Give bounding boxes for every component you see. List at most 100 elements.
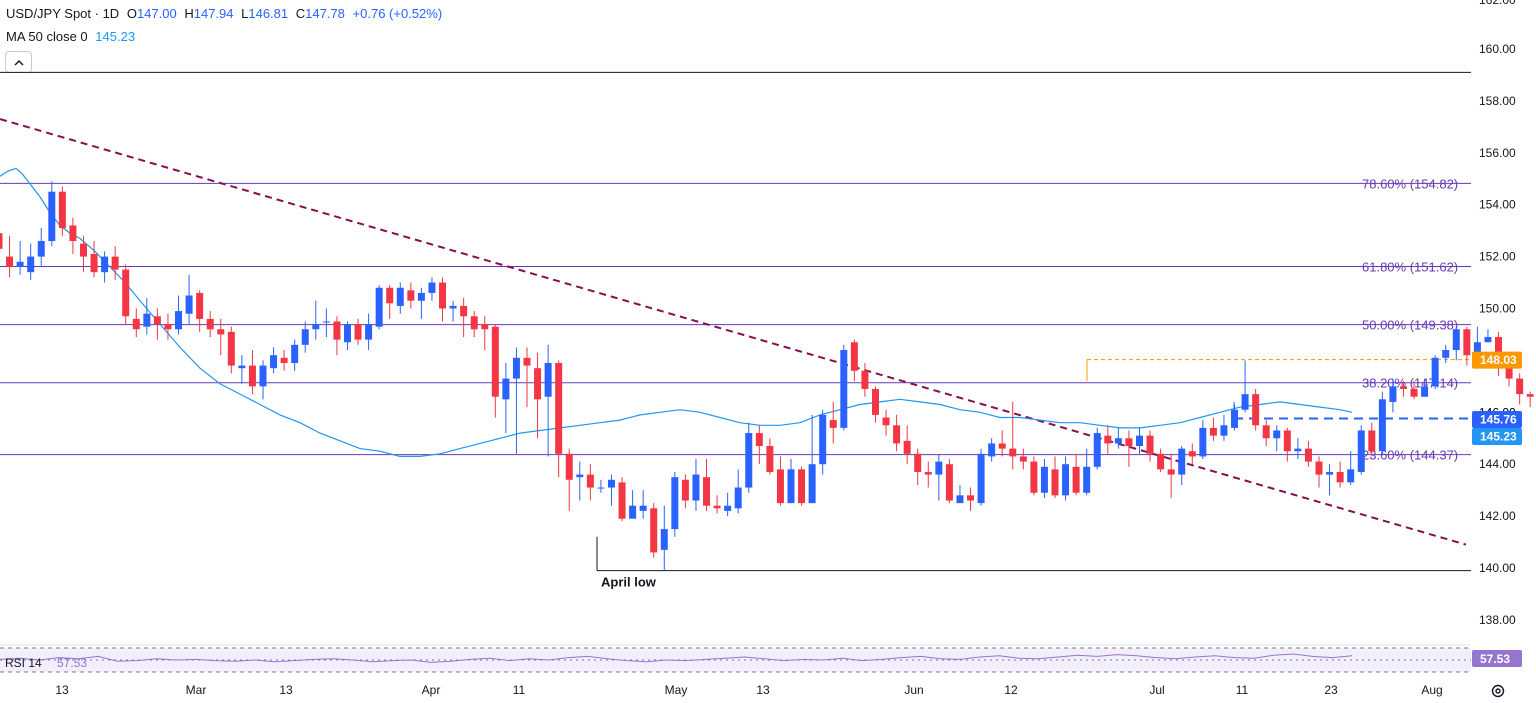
candle-body [945,464,953,501]
y-tick-label: 138.00 [1479,613,1516,627]
candle-body [1421,386,1429,397]
x-tick-label: Aug [1421,683,1442,697]
candle-body [101,256,109,273]
candle-body [882,417,890,426]
candle-body [734,487,742,509]
candle-body [111,256,119,270]
candle-body [1315,461,1323,475]
candle-body [291,344,299,363]
candle-body [417,292,425,301]
candle-body [914,453,922,472]
candle-body [396,287,404,306]
candle-body [1357,430,1365,472]
candle-body [1389,386,1397,402]
high-label: H [184,6,194,21]
candle-body [27,256,35,273]
chevron-up-icon [14,59,23,65]
candle-body [217,329,225,335]
y-tick-label: 140.00 [1479,561,1516,575]
candle-body [491,326,499,397]
candle-body [132,318,140,330]
rsi-band [0,648,1471,672]
candle-body [259,365,267,387]
candle-body [1104,435,1112,444]
candle-body [1040,466,1048,493]
fib-level-label: 50.00% (149.38) [1362,318,1458,333]
candle-body [354,324,362,340]
ma-value: 145.23 [95,29,136,44]
candle-body [1188,451,1196,457]
y-tick-label: 144.00 [1479,457,1516,471]
y-tick-label: 162.00 [1479,0,1516,7]
x-tick-label: 11 [1236,683,1249,697]
candle-body [819,414,827,465]
close-label: C [295,6,306,21]
x-tick-label: 11 [513,683,526,697]
candle-body [301,329,309,345]
x-tick-label: Apr [422,683,441,697]
x-tick-label: May [665,683,688,697]
candle-body [375,287,383,327]
candle-body [365,324,373,340]
candle-body [956,495,964,504]
candle-body [386,287,394,304]
price-tag-label: 145.76 [1480,413,1517,427]
candle-body [90,254,98,273]
candle-body [660,529,668,550]
candle-body [1062,464,1070,496]
candle-body [1336,471,1344,483]
y-tick-label: 156.00 [1479,146,1516,160]
candle-body [555,362,563,454]
fib-level-label: 38.20% (147.14) [1362,376,1458,391]
candle-body [1347,469,1355,483]
candle-body [1273,430,1281,439]
candle-body [724,505,732,511]
price-tag-label: 148.03 [1480,353,1517,367]
candle-body [903,440,911,454]
april-low-label: April low [601,575,657,590]
candle-body [1009,448,1017,457]
rsi-value: 57.53 [57,656,87,670]
candle-body [755,433,763,447]
candle-body [206,318,214,330]
descending-trendline [0,118,1467,546]
candle-body [153,316,161,325]
x-tick-label: Mar [186,683,207,697]
candle-body [312,324,320,330]
candle-body [439,282,447,309]
candle-body [16,261,24,267]
candle-body [1378,399,1386,452]
y-tick-label: 158.00 [1479,94,1516,108]
candle-body [776,469,784,504]
candle-body [681,479,689,501]
candle-body [787,469,795,504]
y-tick-label: 154.00 [1479,198,1516,212]
candle-body [1178,448,1186,475]
y-tick-label: 160.00 [1479,42,1516,56]
candle-body [850,342,858,371]
y-tick-label: 142.00 [1479,509,1516,523]
candle-body [1526,394,1534,397]
settings-icon[interactable] [1490,683,1506,699]
x-tick-label: 12 [1004,683,1018,697]
candle-body [534,368,542,400]
collapse-legend-button[interactable] [5,51,32,73]
price-tag-label: 145.23 [1480,430,1517,444]
candle-body [1114,438,1122,444]
candle-body [58,191,66,229]
ma-legend[interactable]: MA 50 close 0 145.23 [6,29,139,44]
candle-body [1283,430,1291,452]
candle-body [227,331,235,366]
candle-body [1072,466,1080,493]
candle-body [460,305,468,317]
candle-body [1146,435,1154,454]
candle-body [143,313,151,327]
x-tick-label: 13 [55,683,69,697]
candle-body [1368,430,1376,452]
candle-body [935,461,943,475]
candle-body [998,443,1006,449]
x-tick-label: Jun [904,683,923,697]
candle-body [1452,329,1460,351]
symbol-title[interactable]: USD/JPY Spot · 1D [6,6,120,21]
